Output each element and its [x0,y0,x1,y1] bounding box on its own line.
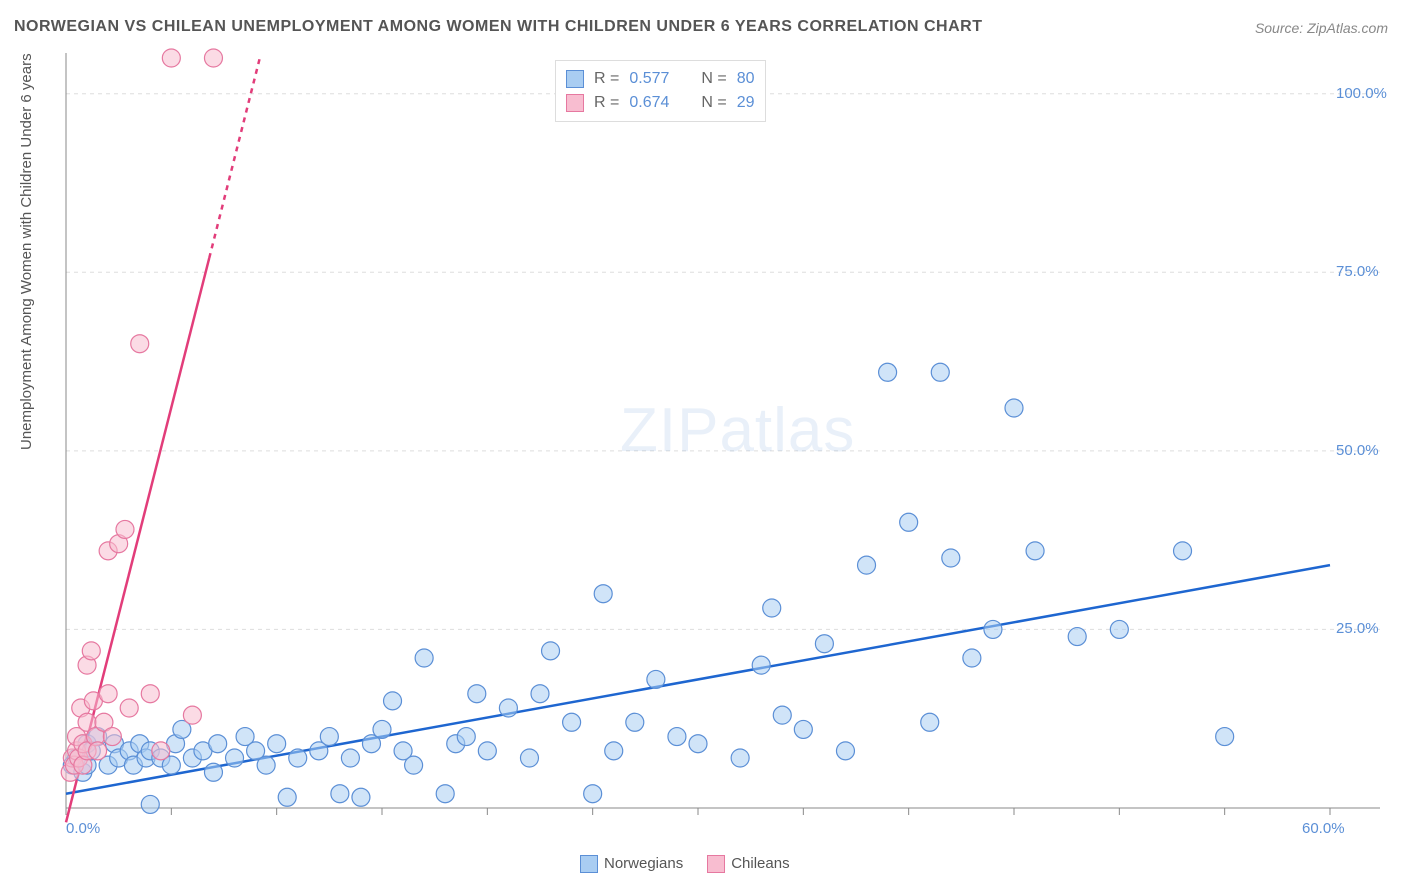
y-tick-label: 100.0% [1336,85,1387,102]
y-tick-label: 75.0% [1336,263,1379,280]
y-tick-label: 25.0% [1336,620,1379,637]
x-tick-label: 0.0% [66,820,100,837]
swatch-icon [580,855,598,873]
legend-row-chileans: R = 0.674 N = 29 [566,91,755,115]
legend-n-label: N = [701,94,726,112]
legend-r-value-0: 0.577 [629,70,669,88]
swatch-icon [707,855,725,873]
x-tick-label: 60.0% [1302,820,1345,837]
legend-n-value-0: 80 [737,70,755,88]
legend-r-value-1: 0.674 [629,94,669,112]
y-tick-label: 50.0% [1336,442,1379,459]
legend-r-label: R = [594,94,619,112]
series-legend: Norwegians Chileans [580,855,790,873]
swatch-norwegians [566,70,584,88]
correlation-legend: R = 0.577 N = 80 R = 0.674 N = 29 [555,60,766,122]
legend-item-norwegians: Norwegians [580,855,683,873]
legend-n-value-1: 29 [737,94,755,112]
source-attribution: Source: ZipAtlas.com [1255,20,1388,36]
legend-n-label: N = [701,70,726,88]
legend-r-label: R = [594,70,619,88]
chart-title: NORWEGIAN VS CHILEAN UNEMPLOYMENT AMONG … [14,18,982,36]
swatch-chileans [566,94,584,112]
scatter-plot [56,48,1390,838]
y-axis-label: Unemployment Among Women with Children U… [18,53,35,450]
legend-item-chileans: Chileans [707,855,789,873]
legend-row-norwegians: R = 0.577 N = 80 [566,67,755,91]
